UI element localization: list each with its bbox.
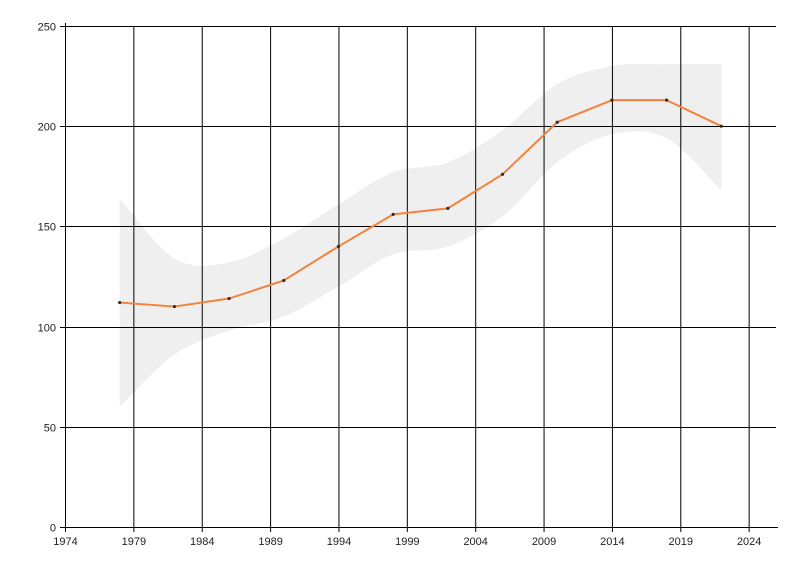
data-point [282, 278, 286, 283]
x-tick-label: 2004 [463, 536, 487, 548]
confidence-band-0 [119, 63, 722, 407]
x-tick-label: 2014 [600, 536, 624, 548]
data-point [500, 172, 505, 176]
data-point [610, 98, 614, 102]
x-tick-label: 2024 [737, 536, 761, 548]
series-layer [118, 98, 723, 309]
x-tick-label: 1984 [190, 536, 214, 548]
data-point [555, 120, 559, 124]
axis-layer: 0 50 100 150 200 250 1974 1979 1984 1989 1994 1999 2… [38, 22, 778, 548]
data-point [665, 98, 669, 102]
x-tick-label: 1994 [327, 536, 351, 548]
data-point [172, 304, 176, 309]
data-point [719, 124, 723, 128]
data-point [336, 244, 341, 249]
x-tick-label: 2009 [532, 536, 556, 548]
x-tick-label: 1979 [122, 536, 146, 548]
data-point [227, 296, 231, 301]
data-point [118, 300, 122, 305]
y-tick-label: 250 [38, 22, 56, 34]
x-tick-label: 1999 [395, 536, 419, 548]
data-point [391, 212, 395, 216]
x-tick-label: 2019 [669, 536, 693, 548]
y-tick-label: 200 [38, 122, 56, 134]
x-tick-label: 1974 [53, 536, 77, 548]
data-point [446, 206, 450, 210]
grid-layer [65, 26, 776, 527]
confidence-band-layer [119, 63, 722, 407]
y-tick-label: 150 [38, 222, 56, 234]
y-tick-label: 100 [38, 323, 56, 335]
series-line-0 [119, 99, 722, 308]
y-tick-label: 50 [44, 423, 56, 435]
x-tick-label: 1989 [258, 536, 282, 548]
y-tick-label: 0 [50, 523, 56, 535]
